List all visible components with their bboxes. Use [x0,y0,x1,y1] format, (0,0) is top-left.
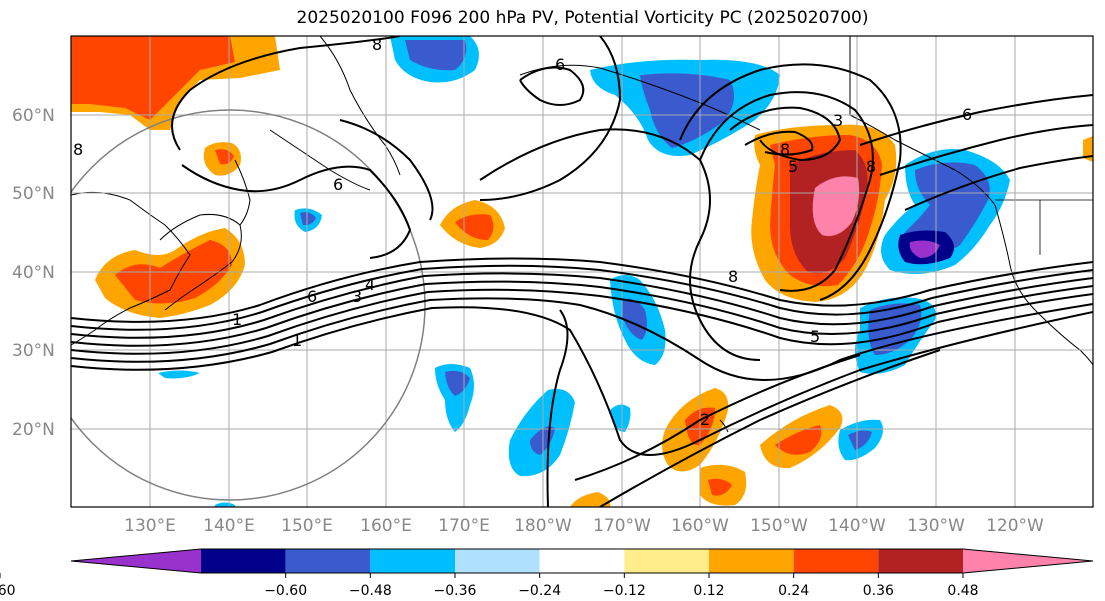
longitude-labels: 130°E 140°E 150°E 160°E 170°E 180°W 170°… [124,516,1044,536]
contour-label: 8 [728,267,738,286]
contour-label: 6 [333,175,343,194]
lon-label: 150°E [281,516,333,536]
colorbar-tick-label: −0.12 [603,583,646,599]
colorbar-extend-low [71,549,201,573]
lat-label: 30°N [12,341,55,361]
lon-label: 120°W [986,516,1044,536]
contour-label: 1 [232,310,242,329]
colorbar-segment [624,549,709,573]
contour-label: 6 [555,55,565,74]
lat-label: 50°N [12,184,55,204]
colorbar-segment [793,549,879,573]
colorbar-tick-label: 0.24 [778,583,809,599]
lon-label: 130°W [907,516,965,536]
pv-contours [71,36,1093,507]
colorbar-segment [370,549,455,573]
colorbar-segment [455,549,540,573]
contour-label: 5 [810,327,820,346]
lat-label: 60°N [12,106,55,126]
colorbar-tick-label: −0.24 [518,583,561,599]
contour-label: 8 [866,157,876,176]
colorbar-tick-label: −0.48 [349,583,392,599]
colorbar-extend-high [963,549,1093,573]
lon-label: 150°W [750,516,808,536]
lon-label: 140°E [203,516,255,536]
colorbar-tick-label: 0.48 [947,583,978,599]
lon-label: 170°E [438,516,490,536]
lat-label: 40°N [12,263,55,283]
colorbar-segment [878,549,963,573]
latitude-labels: 60°N 50°N 40°N 30°N 20°N [12,106,55,440]
lon-label: 130°E [124,516,176,536]
colorbar-segment [201,549,286,573]
contour-label: 4 [365,275,375,294]
radius-circle [71,109,426,501]
colorbar-segment [539,549,625,573]
map-frame [70,35,1094,508]
colorbar-tick-label: 0.12 [693,583,724,599]
colorbar-tick-label: −0.36 [434,583,477,599]
contour-label: 5 [788,157,798,176]
map-title: 2025020100 F096 200 hPa PV, Potential Vo… [296,8,869,28]
contour-label: 6 [307,287,317,306]
colorbar-tick-label: −0.60 [264,583,307,599]
lon-label: 160°E [360,516,412,536]
contour-label: 6 [962,105,972,124]
lon-label: 140°W [828,516,886,536]
colorbar: −0.60 −0.48 −0.36 −0.24 −0.12 0.12 0.24 0.36 0.4… [0,548,1094,599]
contour-label: 8 [372,35,382,54]
contour-label: 2 [700,410,710,429]
map-content: 8 8 8 6 6 6 6 4 3 3 1 1 5 5 2 8 8 [71,35,1093,507]
contour-label: 8 [780,140,790,159]
gridlines [71,36,1093,507]
colorbar-tick-label: 0.60 [0,583,16,599]
colorbar-segment [709,549,794,573]
contour-label: 1 [292,331,302,350]
colorbar-outline [70,548,1094,574]
colorbar-segment [285,549,371,573]
lon-label: 160°W [671,516,729,536]
contour-label-group: 8 8 8 6 6 6 6 4 3 3 1 1 5 5 2 8 8 [73,35,972,429]
lon-label: 170°W [593,516,651,536]
lon-label: 180°W [514,516,572,536]
contour-label: 8 [73,140,83,159]
contour-label: 3 [352,287,362,306]
colorbar-tick-label: 0.36 [863,583,894,599]
lat-label: 20°N [12,420,55,440]
contour-label: 3 [833,111,843,130]
